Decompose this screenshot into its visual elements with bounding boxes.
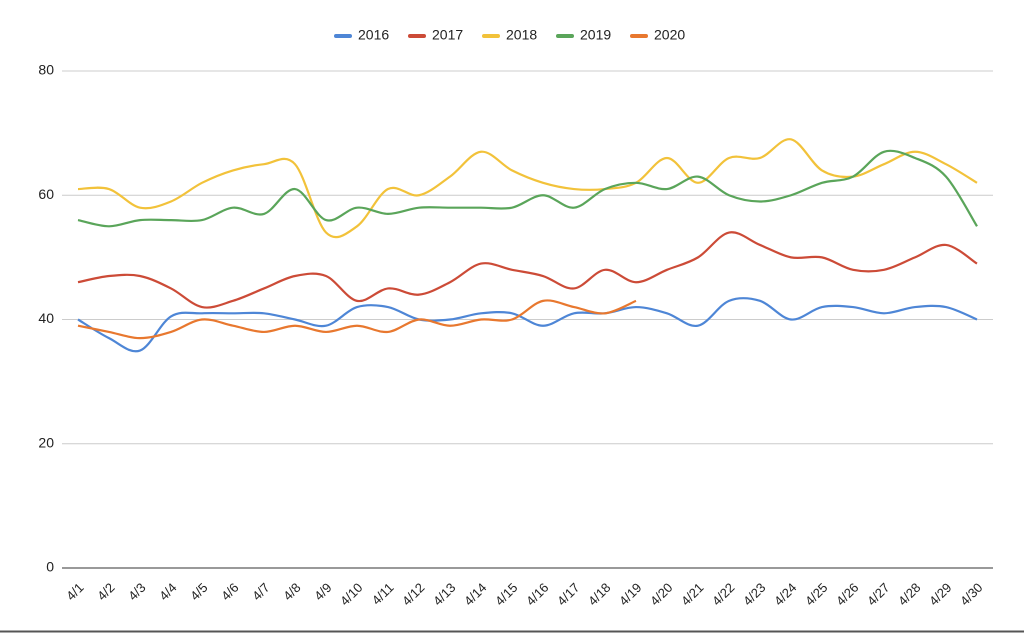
x-tick-label: 4/16 — [523, 580, 552, 609]
x-tick-label: 4/8 — [280, 580, 303, 603]
legend-label: 2016 — [358, 27, 389, 43]
x-tick-label: 4/25 — [802, 580, 831, 609]
x-tick-label: 4/24 — [771, 580, 800, 609]
series-line — [77, 138, 978, 239]
x-tick-label: 4/28 — [895, 580, 924, 609]
x-tick-label: 4/11 — [369, 580, 397, 608]
series-line — [77, 149, 978, 228]
y-tick-label: 40 — [38, 310, 54, 326]
x-tick-label: 4/21 — [678, 580, 707, 609]
x-tick-label: 4/2 — [94, 580, 117, 603]
y-tick-label: 20 — [38, 434, 54, 450]
x-tick-label: 4/22 — [709, 580, 738, 609]
y-tick-label: 0 — [46, 559, 54, 575]
x-tick-label: 4/7 — [249, 580, 272, 603]
x-tick-label: 4/15 — [492, 580, 521, 609]
x-tick-label: 4/9 — [311, 580, 334, 603]
x-tick-label: 4/5 — [187, 580, 210, 603]
y-tick-label: 60 — [38, 186, 54, 202]
x-tick-label: 4/27 — [864, 580, 893, 609]
x-tick-label: 4/6 — [218, 580, 241, 603]
series-line — [77, 297, 978, 353]
x-tick-label: 4/30 — [957, 580, 986, 609]
x-tick-label: 4/10 — [337, 580, 366, 609]
x-tick-label: 4/23 — [740, 580, 769, 609]
x-tick-label: 4/17 — [554, 580, 583, 609]
x-tick-label: 4/19 — [616, 580, 645, 609]
series-line — [77, 299, 637, 340]
x-tick-label: 4/14 — [461, 580, 490, 609]
x-tick-label: 4/29 — [926, 580, 955, 609]
legend-label: 2020 — [654, 27, 685, 43]
x-tick-label: 4/3 — [125, 580, 148, 603]
x-tick-label: 4/18 — [585, 580, 614, 609]
x-tick-label: 4/13 — [430, 580, 459, 609]
y-tick-label: 80 — [38, 62, 54, 78]
x-tick-label: 4/26 — [833, 580, 862, 609]
legend-label: 2018 — [506, 27, 537, 43]
series-line — [77, 231, 978, 309]
x-tick-label: 4/12 — [399, 580, 428, 609]
x-tick-label: 4/20 — [647, 580, 676, 609]
legend-label: 2017 — [432, 27, 463, 43]
legend-label: 2019 — [580, 27, 611, 43]
x-tick-label: 4/4 — [156, 580, 179, 603]
x-tick-label: 4/1 — [63, 580, 86, 603]
